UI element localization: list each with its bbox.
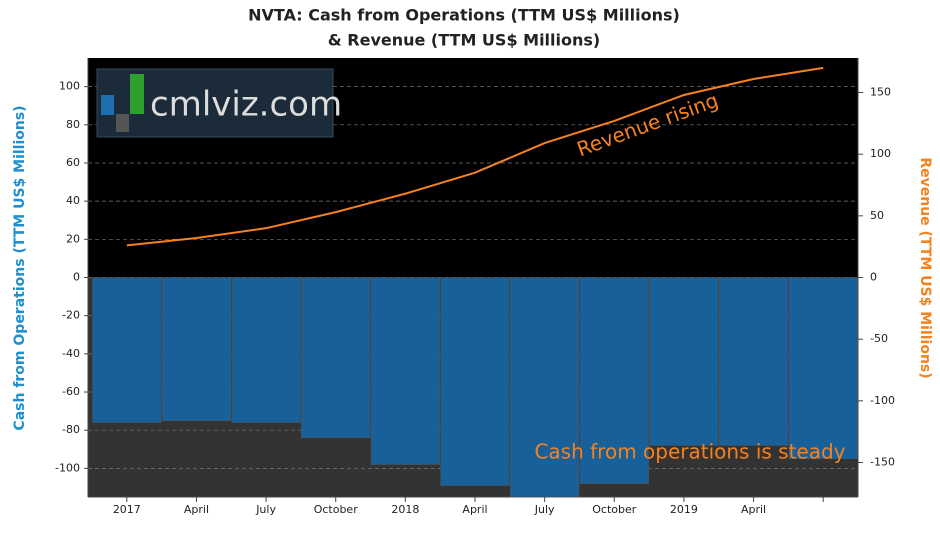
- bar: [231, 277, 301, 423]
- y-tick-label: 0: [73, 271, 80, 284]
- y2-tick-label: 0: [870, 271, 877, 284]
- x-tick-label: July: [534, 503, 555, 516]
- x-tick-label: October: [314, 503, 358, 516]
- y-tick-label: 20: [66, 232, 80, 245]
- x-tick-label: 2017: [113, 503, 141, 516]
- x-tick-label: October: [592, 503, 636, 516]
- x-tick-label: 2018: [391, 503, 419, 516]
- bar: [510, 277, 580, 498]
- bar: [370, 277, 440, 465]
- logo-icon: [101, 95, 114, 115]
- logo-icon: [130, 74, 144, 114]
- y-tick-label: 60: [66, 156, 80, 169]
- y-tick-label: -40: [62, 347, 80, 360]
- y2-axis-label: Revenue (TTM US$ Millions): [917, 157, 933, 378]
- y-tick-label: 40: [66, 194, 80, 207]
- logo-text: cmlviz.com: [150, 85, 342, 125]
- y2-tick-label: 100: [870, 147, 891, 160]
- x-tick-label: April: [741, 503, 766, 516]
- logo-icon: [116, 114, 129, 132]
- x-tick-label: 2019: [670, 503, 698, 516]
- y-axis-label: Cash from Operations (TTM US$ Millions): [12, 105, 28, 430]
- x-tick-label: July: [255, 503, 276, 516]
- y-tick-label: -20: [62, 309, 80, 322]
- line: [126, 66, 824, 247]
- y2-tick-label: 150: [870, 86, 891, 99]
- bar: [718, 277, 789, 446]
- y2-tick-label: -100: [870, 394, 895, 407]
- y-tick-label: -60: [62, 385, 80, 398]
- y2-tick-label: 50: [870, 209, 884, 222]
- y2-tick-label: -150: [870, 455, 895, 468]
- bar: [301, 277, 371, 439]
- chart-title: & Revenue (TTM US$ Millions): [328, 31, 600, 50]
- y-tick-label: -100: [55, 461, 80, 474]
- chart-title: NVTA: Cash from Operations (TTM US$ Mill…: [248, 6, 680, 25]
- y-tick-label: 100: [59, 80, 80, 93]
- y-tick-label: 80: [66, 118, 80, 131]
- bar: [579, 277, 649, 484]
- bar: [440, 277, 510, 486]
- bar: [92, 277, 162, 423]
- y2-tick-label: -50: [870, 332, 888, 345]
- x-tick-label: April: [184, 503, 209, 516]
- bar: [649, 277, 719, 446]
- bar: [161, 277, 232, 421]
- bar: [788, 277, 858, 460]
- x-tick-label: April: [462, 503, 487, 516]
- annotation: Cash from operations is steady: [534, 440, 845, 464]
- y-tick-label: -80: [62, 423, 80, 436]
